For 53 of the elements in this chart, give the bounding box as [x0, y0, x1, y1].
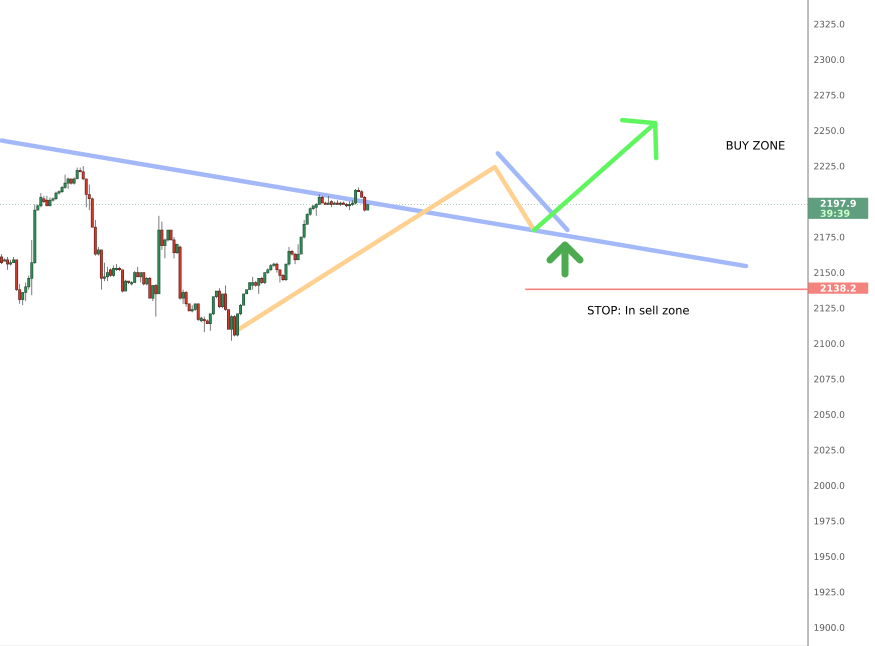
candlestick — [233, 314, 236, 337]
candlestick — [230, 314, 233, 342]
candlestick — [106, 266, 109, 282]
candlestick — [6, 256, 10, 270]
candlestick — [66, 177, 70, 190]
candlestick — [136, 266, 140, 278]
candlestick — [102, 262, 106, 282]
candlestick — [121, 269, 124, 293]
candlestick — [218, 288, 221, 308]
y-tick-label: 1975.0 — [814, 518, 844, 524]
y-tick-label: 1925.0 — [814, 588, 844, 596]
y-tick-label: 2000.0 — [814, 482, 844, 489]
y-tick-label: 1950.0 — [814, 553, 844, 560]
y-tick-label: 2125.0 — [814, 304, 844, 312]
annotation: BUY ZONE — [726, 141, 785, 150]
y-tick-label: 2100.0 — [814, 340, 844, 347]
candlestick — [348, 201, 351, 211]
candlestick — [39, 192, 42, 208]
candlestick — [220, 293, 224, 308]
candlestick — [294, 252, 297, 264]
y-tick-label: 2175.0 — [814, 234, 844, 240]
y-tick-label: 2075.0 — [814, 376, 844, 382]
candlestick — [45, 196, 48, 206]
candlestick — [196, 303, 200, 322]
candlestick — [64, 174, 67, 190]
y-tick-label: 2325.0 — [814, 20, 844, 28]
candlestick — [0, 254, 3, 264]
candlestick — [263, 272, 266, 284]
y-tick-label: 2150.0 — [814, 269, 844, 276]
candlestick — [184, 290, 188, 308]
candlestick — [251, 276, 254, 290]
candlestick — [275, 262, 278, 273]
y-tick-label: 2050.0 — [814, 411, 844, 418]
candlestick — [363, 196, 366, 212]
candlestick — [354, 188, 358, 205]
y-tick-label: 2300.0 — [814, 56, 844, 64]
candlestick — [182, 289, 185, 304]
y-tick-label: 2225.0 — [814, 162, 844, 170]
y-tick-label: 2250.0 — [814, 127, 844, 134]
candlestick — [112, 265, 115, 278]
candlestick — [148, 276, 152, 299]
candlestick — [154, 284, 158, 318]
y-tick-label: 2275.0 — [814, 92, 844, 99]
ref-line-label: 2138.2 — [820, 284, 856, 292]
text: 39:39 — [820, 210, 850, 217]
candlestick — [133, 270, 136, 283]
candlestick — [139, 272, 142, 283]
y-tick-label: 2025.0 — [814, 446, 844, 454]
annotation: STOP: In sell zone — [588, 306, 689, 314]
ref-line-label: 2197.9 — [820, 200, 856, 207]
candlestick — [202, 316, 206, 333]
y-tick-label: 1900.0 — [814, 624, 844, 631]
candlestick — [124, 279, 128, 292]
